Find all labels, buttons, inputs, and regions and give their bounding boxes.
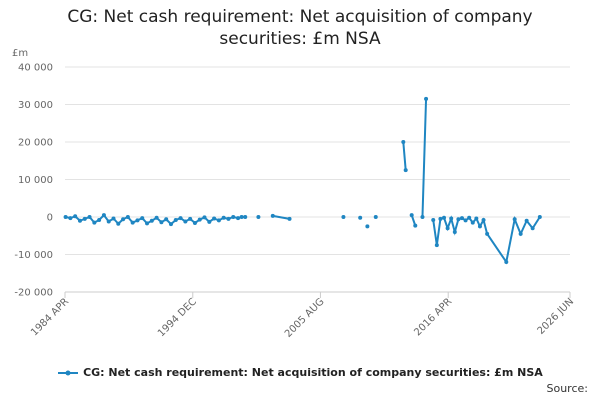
y-tick-label: 30 000: [18, 100, 53, 111]
point: [140, 216, 145, 221]
point: [202, 215, 207, 220]
point: [504, 260, 509, 264]
point: [121, 217, 126, 222]
point: [445, 226, 450, 231]
point: [452, 230, 457, 234]
point: [149, 218, 154, 223]
point: [192, 221, 197, 225]
point: [231, 215, 236, 219]
x-tick-label: 1994 DEC: [156, 296, 199, 339]
point: [365, 224, 370, 229]
point: [474, 216, 479, 221]
point: [239, 215, 244, 219]
point: [77, 218, 82, 223]
point: [68, 216, 73, 221]
point: [216, 218, 221, 223]
point: [145, 221, 150, 226]
point: [82, 216, 87, 221]
point: [236, 216, 241, 221]
point: [106, 219, 111, 224]
point: [164, 217, 169, 222]
point: [125, 215, 130, 219]
y-tick-label: -10 000: [14, 250, 53, 261]
legend-label: CG: Net cash requirement: Net acquisitio…: [83, 366, 543, 379]
point: [524, 218, 529, 223]
y-tick-label: -20 000: [14, 288, 53, 299]
point: [226, 216, 231, 221]
point: [358, 215, 363, 220]
y-axis-label: £m: [12, 48, 28, 59]
point: [518, 231, 523, 236]
point: [73, 214, 78, 219]
point: [341, 215, 346, 219]
y-tick-label: 20 000: [18, 138, 53, 149]
point: [530, 226, 535, 231]
point: [420, 215, 425, 219]
point: [424, 96, 429, 101]
point: [130, 220, 135, 225]
point: [173, 218, 178, 222]
point: [159, 220, 164, 225]
point: [463, 218, 468, 223]
point: [477, 224, 482, 229]
point: [442, 215, 447, 220]
legend-swatch: [58, 370, 79, 376]
point: [111, 216, 116, 221]
point: [207, 219, 212, 224]
point: [373, 215, 378, 219]
point: [409, 213, 414, 218]
point: [459, 216, 464, 221]
point: [116, 221, 121, 226]
point: [63, 215, 68, 219]
point: [135, 218, 140, 223]
point: [537, 215, 542, 219]
point: [178, 216, 183, 221]
point: [221, 215, 226, 220]
point: [256, 215, 261, 219]
point: [467, 215, 472, 220]
point: [243, 215, 248, 219]
y-tick-label: 10 000: [18, 175, 53, 186]
point: [101, 213, 106, 218]
point: [438, 216, 443, 221]
chart-title: CG: Net cash requirement: Net acquisitio…: [67, 7, 533, 49]
point: [434, 243, 439, 248]
point: [287, 216, 292, 221]
x-tick-label: 1984 APR: [29, 296, 71, 338]
source: Source:: [546, 382, 589, 395]
point: [413, 223, 418, 228]
point: [456, 217, 461, 222]
point: [92, 220, 97, 225]
legend: CG: Net cash requirement: Net acquisitio…: [0, 366, 600, 379]
point: [154, 215, 159, 220]
point: [431, 218, 436, 222]
point: [481, 218, 486, 222]
point: [168, 222, 173, 227]
x-tick-label: 2026 JUN: [536, 296, 577, 337]
point: [401, 140, 406, 144]
point: [87, 215, 92, 219]
point: [449, 216, 454, 221]
point: [212, 216, 217, 221]
y-tick-label: 40 000: [18, 63, 53, 74]
point: [197, 217, 202, 222]
point: [270, 213, 275, 218]
point: [485, 231, 490, 236]
point: [188, 216, 193, 221]
point: [470, 220, 475, 225]
point: [512, 217, 517, 222]
point: [403, 168, 408, 173]
point: [183, 219, 188, 224]
x-tick-label: 2016 APR: [412, 296, 454, 338]
y-tick-label: 0: [47, 213, 53, 224]
series-line: [65, 98, 541, 265]
x-tick-label: 2005 AUG: [283, 296, 327, 340]
point: [97, 218, 102, 222]
